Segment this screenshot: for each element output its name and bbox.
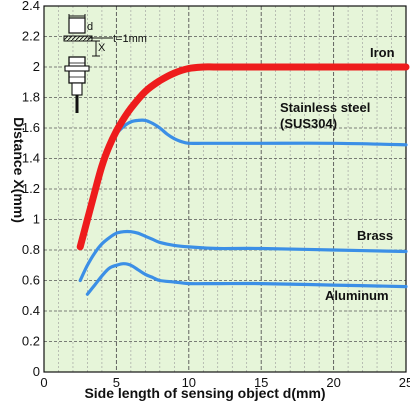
y-tick-label: 2.2 [22, 29, 40, 44]
y-tick-label: 1 [33, 212, 40, 227]
y-tick-label: 2.4 [22, 0, 40, 13]
sensing-object-box [68, 17, 86, 34]
sensor-body [71, 82, 83, 96]
inset-d-label: d [87, 21, 93, 33]
series-label-stainless-line1: Stainless steel [280, 100, 370, 115]
sensor-diagram: d X t=1mm [63, 14, 147, 113]
x-tick-label: 10 [182, 375, 196, 390]
series-label-iron: Iron [370, 45, 395, 60]
series-label-aluminum: Aluminum [325, 288, 389, 303]
series-label-brass: Brass [357, 228, 393, 243]
y-tick-label: 0 [33, 364, 40, 379]
y-tick-label: 0.4 [22, 303, 40, 318]
y-tick-label: 0.2 [22, 334, 40, 349]
inset-x-label: X [98, 42, 106, 54]
series-layer [76, 63, 410, 296]
y-tick-label: 1.4 [22, 151, 40, 166]
target-plate [63, 35, 93, 42]
y-tick-label: 1.2 [22, 181, 40, 196]
x-tick-label: 25 [399, 375, 410, 390]
x-tick-label: 20 [326, 375, 340, 390]
y-tick-label: 2 [33, 59, 40, 74]
x-tick-labels: 0 5 10 15 20 25 [40, 375, 410, 390]
plot-frame [43, 5, 407, 373]
series-labels: Iron Stainless steel (SUS304) Brass Alum… [280, 45, 395, 303]
series-line-brass [78, 229, 408, 283]
series-line-iron [76, 63, 410, 251]
series-line-aluminum [85, 262, 408, 296]
x-axis-title: Side length of sensing object d(mm) [84, 385, 325, 401]
x-tick-label: 0 [40, 375, 47, 390]
x-tick-label: 5 [113, 375, 120, 390]
sensor-nut [64, 65, 90, 72]
inset-thickness-label: t=1mm [113, 33, 147, 45]
y-axis-title: Distance X(mm) [11, 117, 27, 223]
y-tick-labels: 0 0.2 0.4 0.6 0.8 1 1.2 1.4 1.6 1.8 2 2.2 2.4 [22, 0, 40, 379]
y-tick-label: 1.6 [22, 120, 40, 135]
y-tick-label: 1.8 [22, 90, 40, 105]
y-tick-label: 0.8 [22, 242, 40, 257]
y-tick-label: 0.6 [22, 273, 40, 288]
series-label-stainless-line2: (SUS304) [280, 116, 337, 131]
x-tick-label: 15 [254, 375, 268, 390]
